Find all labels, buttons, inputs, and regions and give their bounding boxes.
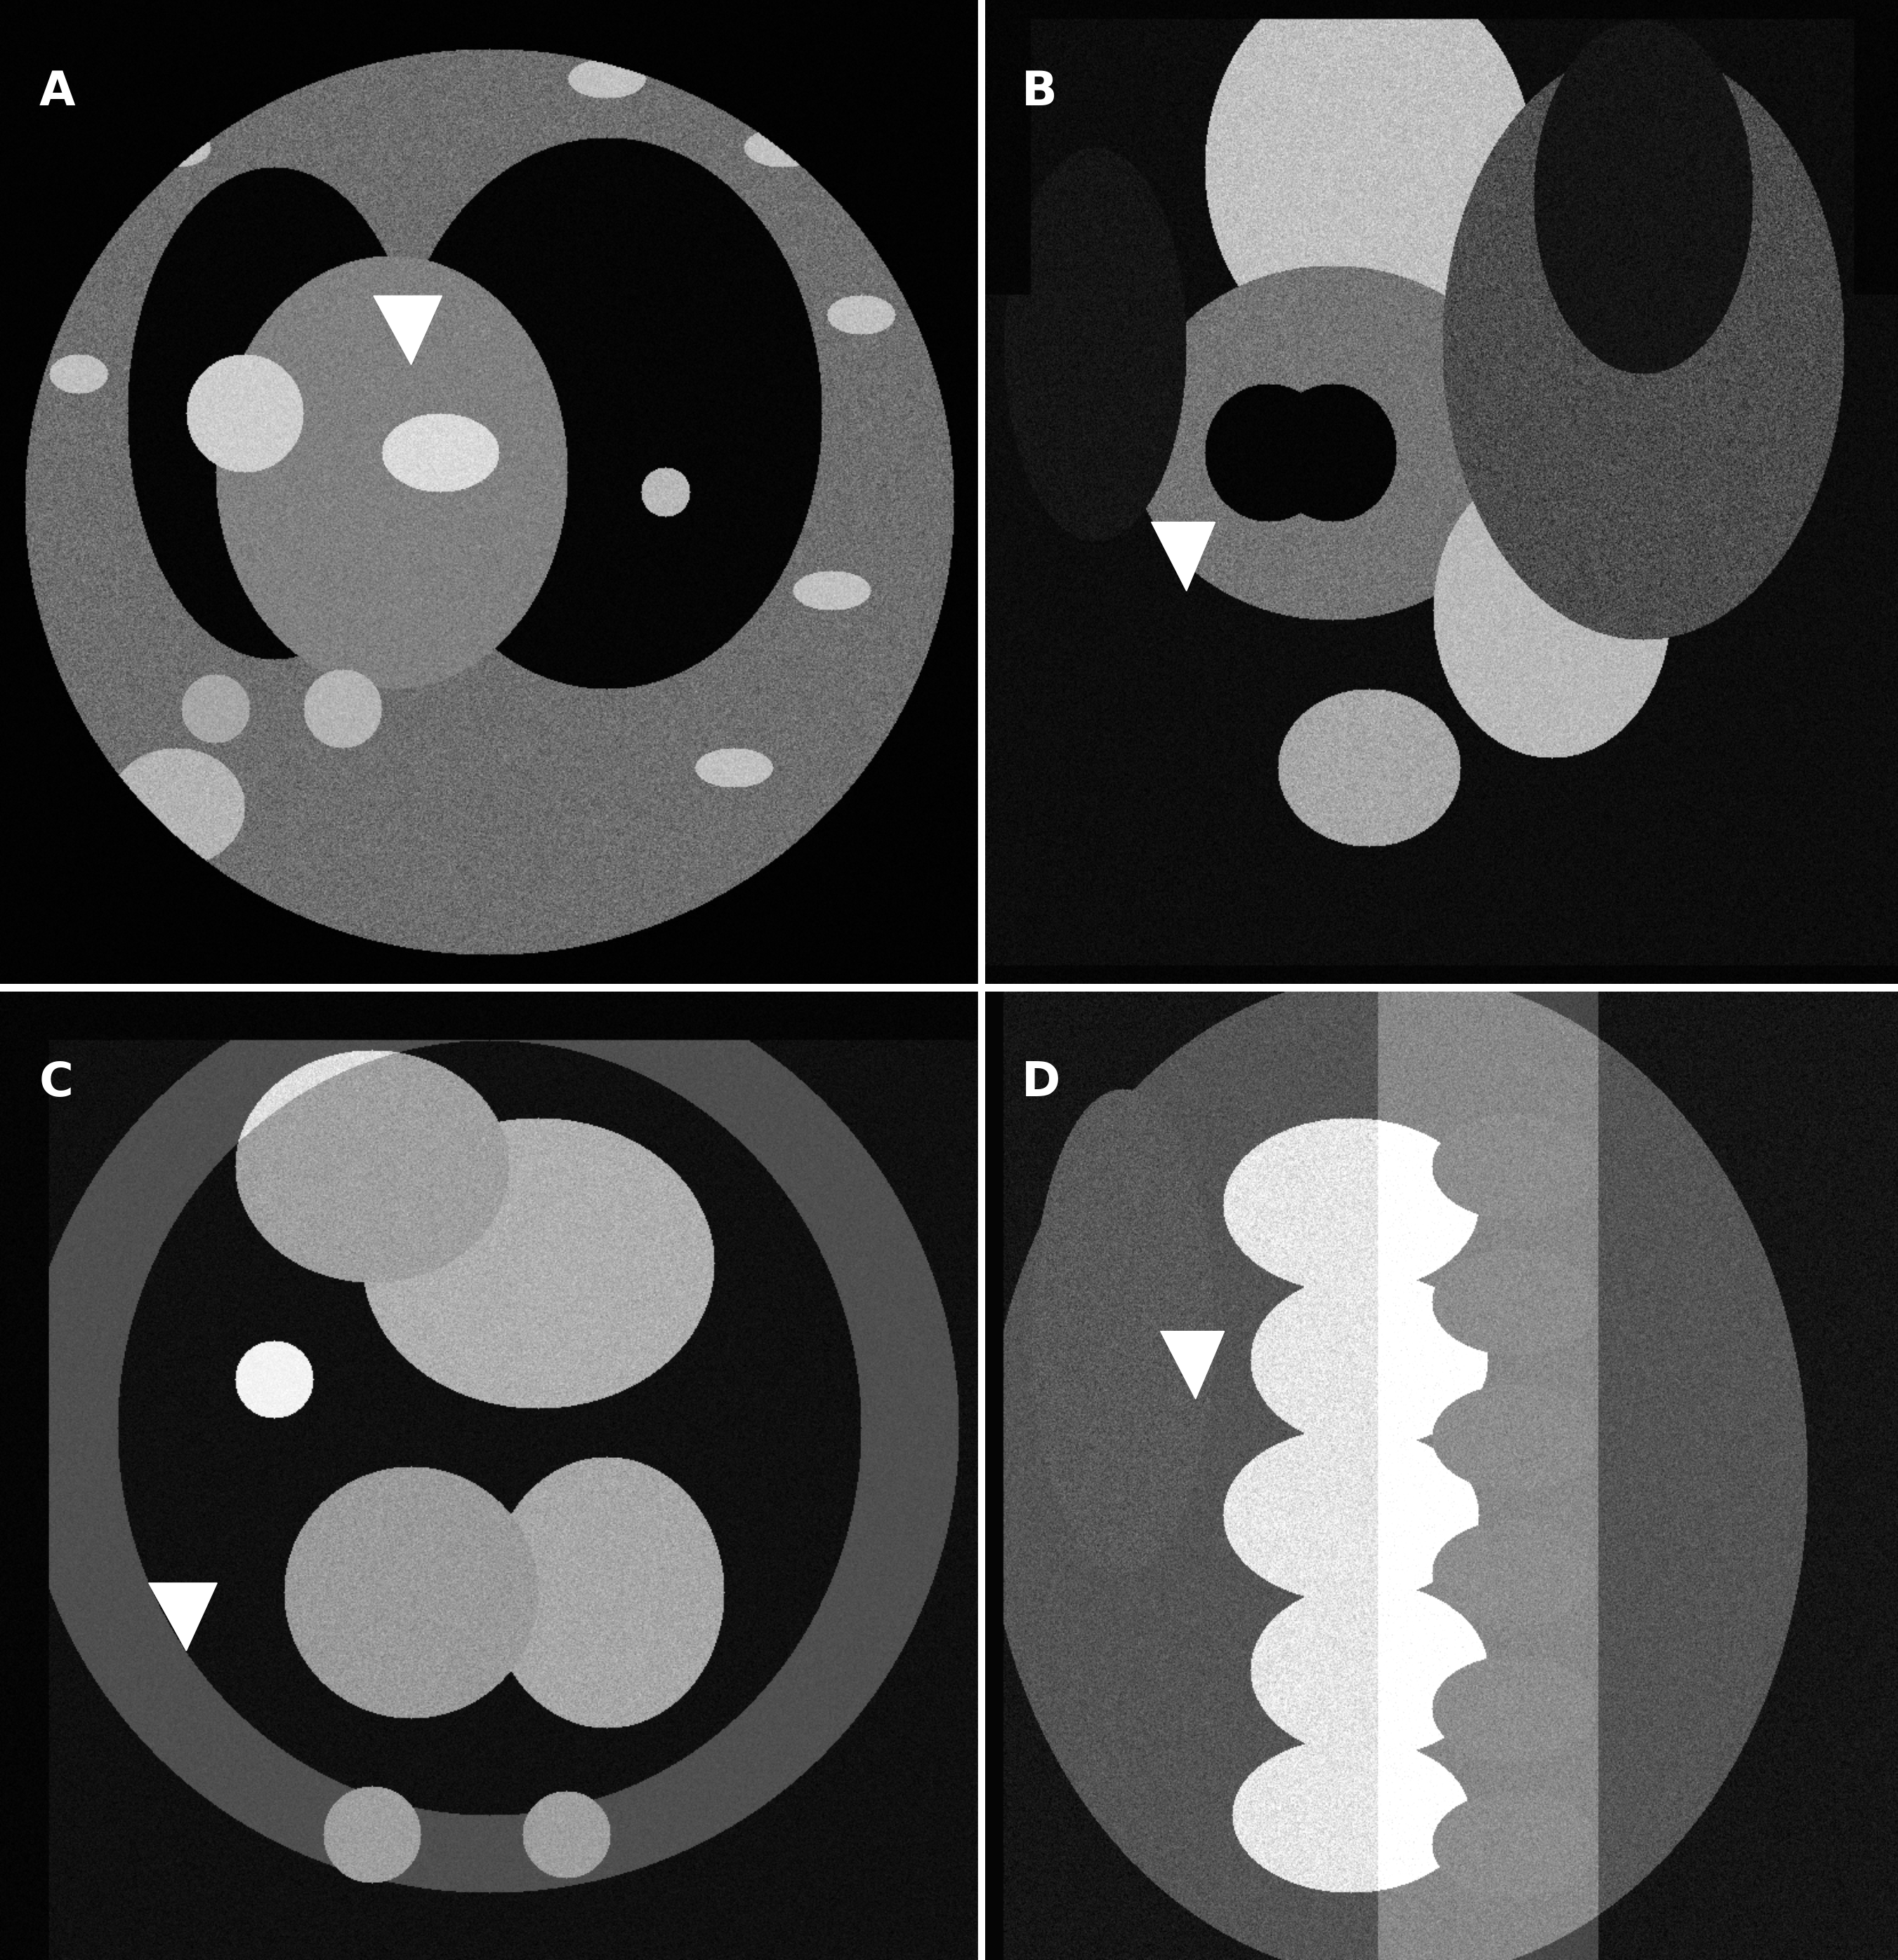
Text: D: D: [1021, 1060, 1061, 1105]
Polygon shape: [148, 1584, 216, 1650]
Text: A: A: [40, 69, 76, 116]
Polygon shape: [1160, 1331, 1224, 1399]
Polygon shape: [374, 296, 442, 365]
Text: C: C: [40, 1060, 74, 1105]
Polygon shape: [1152, 521, 1215, 592]
Text: B: B: [1021, 69, 1057, 116]
